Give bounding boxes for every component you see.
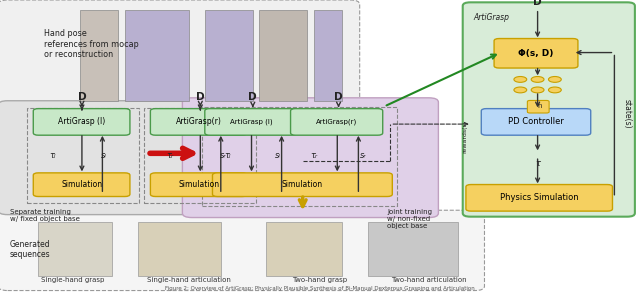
- Bar: [144, 108, 256, 203]
- Circle shape: [531, 77, 544, 82]
- Text: sₗ: sₗ: [275, 151, 280, 160]
- Bar: [125, 10, 189, 101]
- Text: ArtiGrasp(r): ArtiGrasp(r): [316, 119, 357, 125]
- Bar: [266, 222, 342, 276]
- Text: Joint training
w/ non-fixed
object base: Joint training w/ non-fixed object base: [387, 209, 432, 229]
- Text: D: D: [77, 92, 86, 102]
- Text: Simulation: Simulation: [282, 180, 323, 189]
- Text: D: D: [334, 92, 343, 102]
- FancyBboxPatch shape: [205, 109, 297, 135]
- FancyBboxPatch shape: [0, 210, 484, 291]
- FancyBboxPatch shape: [212, 173, 392, 197]
- Text: rewards(r): rewards(r): [462, 121, 467, 154]
- Text: ArtiGrasp: ArtiGrasp: [474, 13, 509, 22]
- Circle shape: [514, 77, 527, 82]
- Text: Single-hand grasp: Single-hand grasp: [40, 277, 104, 283]
- Text: Simulation: Simulation: [178, 180, 220, 189]
- FancyBboxPatch shape: [33, 109, 130, 135]
- Bar: [259, 10, 307, 101]
- Text: PD Controller: PD Controller: [508, 117, 564, 126]
- Text: D: D: [248, 92, 257, 102]
- Text: τₗ: τₗ: [225, 151, 231, 160]
- Text: n: n: [537, 103, 542, 109]
- Text: Physics Simulation: Physics Simulation: [500, 193, 579, 202]
- Circle shape: [514, 87, 527, 93]
- Text: D: D: [196, 92, 205, 102]
- FancyBboxPatch shape: [481, 109, 591, 135]
- Text: Hand pose
references from mocap
or reconstruction: Hand pose references from mocap or recon…: [44, 29, 138, 59]
- Text: Two-hand articulation: Two-hand articulation: [391, 277, 467, 283]
- FancyBboxPatch shape: [463, 2, 635, 217]
- Bar: [205, 10, 253, 101]
- Bar: [368, 222, 458, 276]
- FancyBboxPatch shape: [182, 98, 438, 218]
- FancyBboxPatch shape: [466, 185, 612, 211]
- Text: state(s): state(s): [623, 99, 632, 129]
- Text: sᵣ: sᵣ: [360, 151, 367, 160]
- Text: Figure 2: Overview of ArtiGrasp: Physically Plausible Synthesis of Bi-Manual Dex: Figure 2: Overview of ArtiGrasp: Physica…: [165, 286, 475, 291]
- FancyBboxPatch shape: [33, 173, 130, 197]
- Text: sᵣ: sᵣ: [220, 151, 226, 160]
- Text: τᵣ: τᵣ: [310, 151, 317, 160]
- Bar: [27, 108, 139, 203]
- Bar: [202, 107, 397, 206]
- Circle shape: [548, 77, 561, 82]
- Text: Generated
sequences: Generated sequences: [10, 240, 50, 259]
- Text: ArtiGrasp (l): ArtiGrasp (l): [58, 117, 105, 126]
- FancyBboxPatch shape: [150, 109, 247, 135]
- Bar: [138, 222, 221, 276]
- Text: Φ(s, D): Φ(s, D): [518, 49, 554, 58]
- Text: Simulation: Simulation: [61, 180, 102, 189]
- Bar: [314, 10, 342, 101]
- Text: sₗ: sₗ: [101, 151, 106, 160]
- Text: τₗ: τₗ: [49, 151, 56, 160]
- Text: τ: τ: [535, 159, 540, 168]
- Text: D: D: [533, 0, 542, 7]
- Text: Two-hand grasp: Two-hand grasp: [292, 277, 348, 283]
- Circle shape: [531, 87, 544, 93]
- Text: τᵣ: τᵣ: [166, 151, 173, 160]
- FancyBboxPatch shape: [527, 100, 549, 113]
- FancyBboxPatch shape: [0, 101, 360, 215]
- Circle shape: [548, 87, 561, 93]
- Text: Separate training
w/ fixed object base: Separate training w/ fixed object base: [10, 209, 79, 222]
- FancyBboxPatch shape: [150, 173, 247, 197]
- FancyBboxPatch shape: [494, 39, 578, 68]
- Text: Single-hand articulation: Single-hand articulation: [147, 277, 231, 283]
- FancyBboxPatch shape: [291, 109, 383, 135]
- Text: ArtiGrasp(r): ArtiGrasp(r): [176, 117, 221, 126]
- FancyBboxPatch shape: [0, 0, 360, 112]
- Bar: [80, 10, 118, 101]
- Text: ArtiGrasp (l): ArtiGrasp (l): [230, 119, 272, 125]
- Bar: [38, 222, 112, 276]
